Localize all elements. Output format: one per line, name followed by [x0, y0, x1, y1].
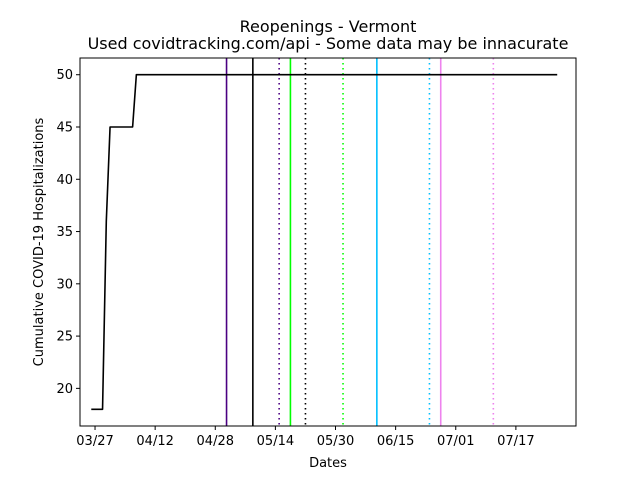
x-tick-label: 03/27	[76, 434, 113, 449]
series-line-0	[91, 73, 558, 411]
y-tick-label: 50	[56, 68, 73, 83]
x-tick-label: 04/28	[197, 434, 234, 449]
chart-subtitle: Used covidtracking.com/api - Some data m…	[88, 34, 569, 53]
y-axis-label: Cumulative COVID-19 Hospitalizations	[32, 117, 47, 366]
y-tick-label: 35	[56, 225, 73, 240]
y-tick-label: 40	[56, 173, 73, 188]
plot-area	[91, 58, 558, 426]
y-tick-label: 20	[56, 382, 73, 397]
x-tick-label: 07/01	[437, 434, 474, 449]
x-axis-label: Dates	[309, 456, 347, 471]
chart-title: Reopenings - Vermont	[240, 17, 417, 36]
x-axis-ticks: 03/27 04/12 04/28 05/14 05/30 06/15 07/01 07/17	[76, 426, 535, 449]
y-axis-ticks: 20 25 30 35 40 45 50	[56, 68, 80, 397]
x-tick-label: 04/12	[136, 434, 173, 449]
x-tick-label: 07/17	[497, 434, 534, 449]
y-tick-label: 45	[56, 121, 73, 136]
x-tick-label: 05/30	[317, 434, 354, 449]
x-tick-label: 06/15	[377, 434, 414, 449]
plot-frame	[79, 57, 577, 427]
y-tick-label: 30	[56, 277, 73, 292]
x-tick-label: 05/14	[257, 434, 294, 449]
y-tick-label: 25	[56, 330, 73, 345]
